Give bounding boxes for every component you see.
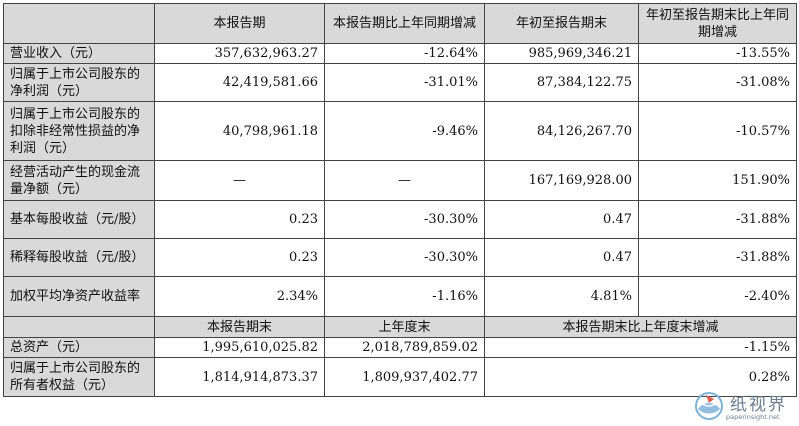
cell-ytd: 0.47 <box>484 238 639 277</box>
cell-current-period-change: -31.01% <box>324 63 485 102</box>
cell-prior-year-end: 1,809,937,402.77 <box>324 357 485 397</box>
cell-current-period-change: -30.30% <box>324 238 485 277</box>
cell-current-period: 0.23 <box>154 238 325 277</box>
row-label: 基本每股收益（元/股） <box>3 200 155 239</box>
cell-current-period-change: -30.30% <box>324 200 485 239</box>
cell-ytd: 167,169,928.00 <box>484 160 639 201</box>
cell-ytd: 87,384,122.75 <box>484 63 639 102</box>
cell-ytd: 0.47 <box>484 200 639 239</box>
table-row: 加权平均净资产收益率 2.34% -1.16% 4.81% -2.40% <box>3 276 797 317</box>
cell-current-period-change: -12.64% <box>324 43 485 64</box>
cell-period-end-change: -1.15% <box>484 337 797 358</box>
header-cell-prior-year-end: 上年度末 <box>324 316 485 338</box>
row-label: 总资产（元） <box>3 337 155 358</box>
cell-current-period: 40,798,961.18 <box>154 101 325 161</box>
cell-current-period: — <box>154 160 325 201</box>
cell-current-period-change: -1.16% <box>324 276 485 317</box>
cell-current-period-change: -9.46% <box>324 101 485 161</box>
table-row: 基本每股收益（元/股） 0.23 -30.30% 0.47 -31.88% <box>3 200 797 239</box>
header-cell-period-end-change: 本报告期末比上年度末增减 <box>484 316 797 338</box>
header-cell-current-period-change: 本报告期比上年同期增减 <box>324 3 485 44</box>
cell-prior-year-end: 2,018,789,859.02 <box>324 337 485 358</box>
cell-period-end-change: 0.28% <box>484 357 797 397</box>
watermark-url: paperinsight.net <box>726 413 780 421</box>
row-label: 归属于上市公司股东的所有者权益（元） <box>3 357 155 397</box>
cell-current-period: 357,632,963.27 <box>154 43 325 64</box>
cell-ytd-change: -31.88% <box>638 200 797 239</box>
cell-ytd: 84,126,267.70 <box>484 101 639 161</box>
header-cell-period-end: 本报告期末 <box>154 316 325 338</box>
header-cell-ytd-change: 年初至报告期末比上年同期增减 <box>638 3 797 44</box>
table-row: 归属于上市公司股东的所有者权益（元） 1,814,914,873.37 1,80… <box>3 357 797 397</box>
watermark-name: 纸视界 <box>730 395 787 415</box>
cell-ytd: 985,969,346.21 <box>484 43 639 64</box>
cell-period-end: 1,995,610,025.82 <box>154 337 325 358</box>
cell-ytd-change: -31.88% <box>638 238 797 277</box>
table-row: 归属于上市公司股东的净利润（元） 42,419,581.66 -31.01% 8… <box>3 63 797 102</box>
watermark: 纸视界 paperinsight.net <box>690 388 796 424</box>
row-label: 营业收入（元） <box>3 43 155 64</box>
cell-current-period-change: — <box>324 160 485 201</box>
header-cell-corner <box>3 3 155 44</box>
header-cell-current-period: 本报告期 <box>154 3 325 44</box>
cell-period-end: 1,814,914,873.37 <box>154 357 325 397</box>
header-row: 本报告期 本报告期比上年同期增减 年初至报告期末 年初至报告期末比上年同期增减 <box>3 3 797 44</box>
paper-globe-logo-icon <box>695 392 723 420</box>
table-row: 经营活动产生的现金流量净额（元） — — 167,169,928.00 151.… <box>3 160 797 201</box>
row-label: 归属于上市公司股东的扣除非经常性损益的净利润（元） <box>3 101 155 161</box>
cell-current-period: 0.23 <box>154 200 325 239</box>
header-cell-ytd: 年初至报告期末 <box>484 3 639 44</box>
financial-table: 本报告期 本报告期比上年同期增减 年初至报告期末 年初至报告期末比上年同期增减 … <box>3 3 797 397</box>
row-label: 经营活动产生的现金流量净额（元） <box>3 160 155 201</box>
row-label: 加权平均净资产收益率 <box>3 276 155 317</box>
table-row: 总资产（元） 1,995,610,025.82 2,018,789,859.02… <box>3 337 797 358</box>
cell-ytd-change: -2.40% <box>638 276 797 317</box>
row-label: 归属于上市公司股东的净利润（元） <box>3 63 155 102</box>
cell-current-period: 2.34% <box>154 276 325 317</box>
header-cell-corner <box>3 316 155 338</box>
header-row-balance: 本报告期末 上年度末 本报告期末比上年度末增减 <box>3 316 797 338</box>
cell-ytd-change: -13.55% <box>638 43 797 64</box>
row-label: 稀释每股收益（元/股） <box>3 238 155 277</box>
table-row: 稀释每股收益（元/股） 0.23 -30.30% 0.47 -31.88% <box>3 238 797 277</box>
cell-ytd-change: -10.57% <box>638 101 797 161</box>
table-row: 营业收入（元） 357,632,963.27 -12.64% 985,969,3… <box>3 43 797 64</box>
cell-ytd-change: 151.90% <box>638 160 797 201</box>
cell-ytd: 4.81% <box>484 276 639 317</box>
table-row: 归属于上市公司股东的扣除非经常性损益的净利润（元） 40,798,961.18 … <box>3 101 797 161</box>
cell-current-period: 42,419,581.66 <box>154 63 325 102</box>
cell-ytd-change: -31.08% <box>638 63 797 102</box>
